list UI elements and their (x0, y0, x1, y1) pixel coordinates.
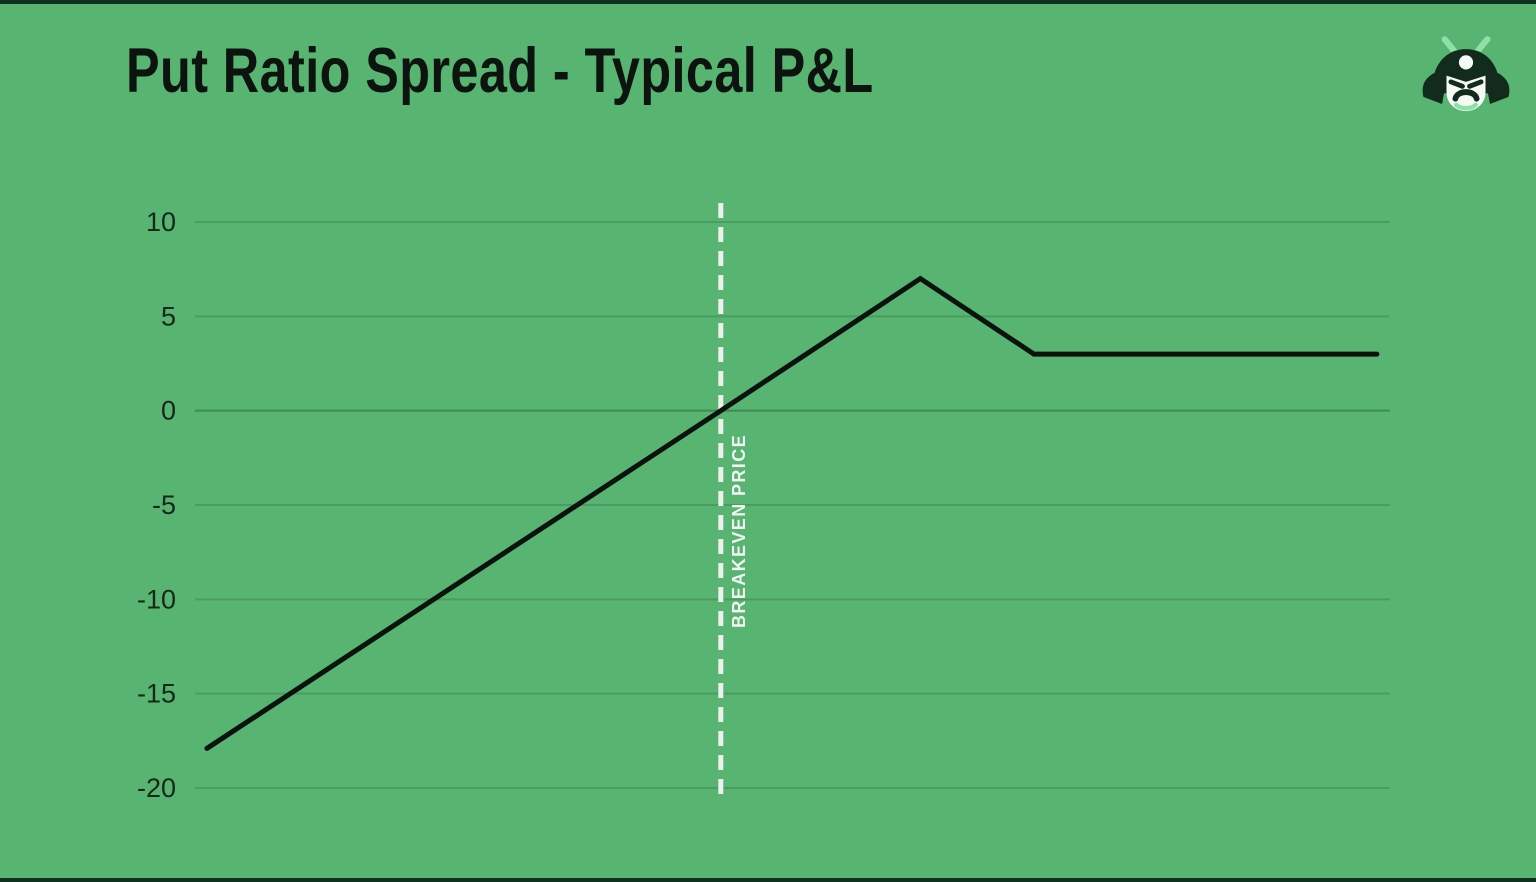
helmet-crest-circle-icon (1458, 55, 1474, 70)
y-tick-label--5: -5 (152, 490, 176, 520)
y-tick-label-10: 10 (146, 207, 176, 237)
y-tick-label--20: -20 (137, 773, 176, 803)
face-mask-icon (1446, 75, 1486, 112)
samurai-helmet-logo-icon (1422, 36, 1510, 112)
title-container: Put Ratio Spread - Typical P&L (126, 38, 1060, 104)
bottom-edge-strip (0, 878, 1536, 882)
y-tick-label--15: -15 (137, 679, 176, 709)
y-tick-label-0: 0 (161, 396, 176, 426)
page-title: Put Ratio Spread - Typical P&L (126, 36, 874, 106)
y-tick-label-5: 5 (161, 301, 176, 331)
top-edge-strip (0, 0, 1536, 4)
pnl-payoff-line (204, 275, 1380, 751)
y-tick-label--10: -10 (137, 584, 176, 614)
breakeven-label: BREAKEVEN PRICE (729, 434, 749, 628)
